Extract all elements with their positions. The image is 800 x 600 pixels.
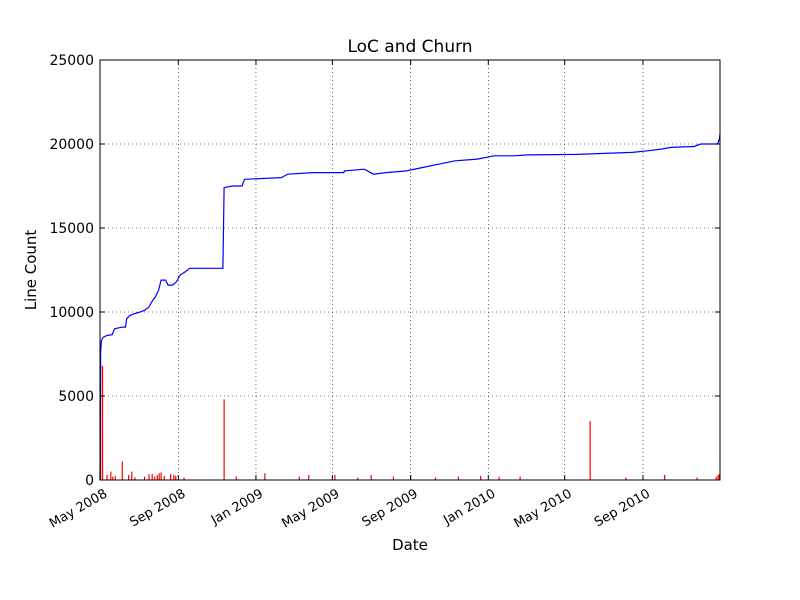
y-tick-label: 20000	[49, 137, 94, 153]
y-tick-label: 25000	[49, 53, 94, 69]
grid-lines	[100, 60, 720, 480]
loc-line	[99, 133, 721, 481]
y-axis-ticks: 0 5000 10000 15000 20000 25000	[49, 53, 720, 489]
x-axis-label: Date	[392, 536, 428, 554]
plot-area	[100, 60, 720, 480]
y-tick-label: 5000	[58, 389, 94, 405]
plot-frame	[99, 59, 721, 481]
y-axis-label: Line Count	[22, 230, 40, 311]
chart-title: LoC and Churn	[347, 37, 472, 57]
y-tick-label: 10000	[49, 305, 94, 321]
y-tick-label: 15000	[49, 221, 94, 237]
y-tick-label: 0	[85, 473, 94, 489]
